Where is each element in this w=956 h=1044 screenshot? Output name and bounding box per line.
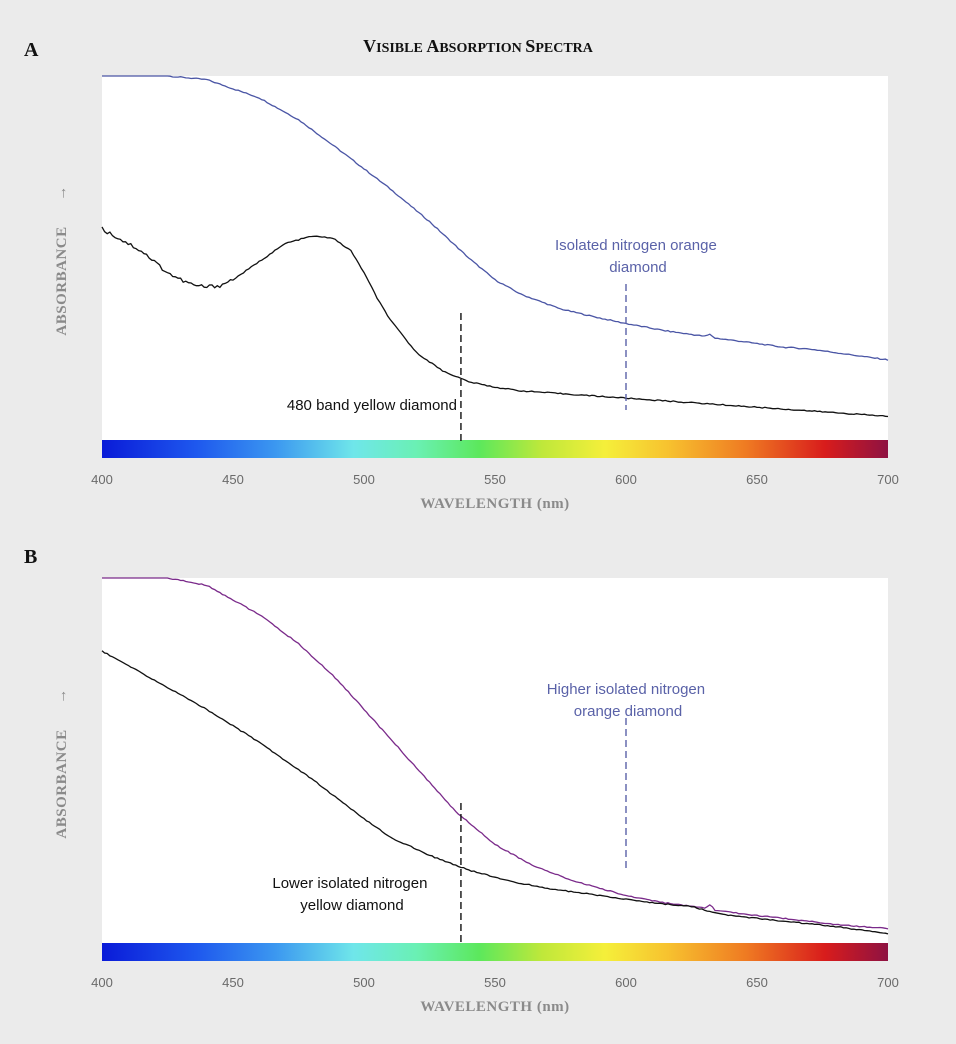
panel-b-x-tick-400: 400 — [91, 975, 113, 990]
panel-b-x-tick-600: 600 — [615, 975, 637, 990]
panel-b-yellow-annotation-line2: yellow diamond — [300, 897, 403, 914]
panel-a-x-tick-700: 700 — [877, 472, 899, 487]
panel-a-x-tick-400: 400 — [91, 472, 113, 487]
panel-a-x-ticks: 400 450 500 550 600 650 700 — [91, 472, 899, 487]
panel-a-x-tick-600: 600 — [615, 472, 637, 487]
panel-a-orange-annotation-line2: diamond — [609, 259, 667, 276]
panel-a-yellow-annotation: 480 band yellow diamond — [287, 397, 457, 414]
panel-a-orange-annotation-line1: Isolated nitrogen orange — [555, 237, 717, 254]
panel-b-orange-annotation: Higher isolated nitrogen orange diamond — [547, 681, 710, 720]
panel-b-spectrum-bar — [102, 943, 888, 961]
panel-a-x-tick-550: 550 — [484, 472, 506, 487]
panel-a-orange-annotation: Isolated nitrogen orange diamond — [555, 237, 721, 276]
title-cap-1: V — [363, 36, 376, 56]
panel-a-y-axis-arrow: → — [54, 185, 70, 201]
title-cap-2: A — [426, 36, 439, 56]
panel-b-x-tick-550: 550 — [484, 975, 506, 990]
panel-a-x-tick-500: 500 — [353, 472, 375, 487]
panel-b-y-axis-arrow: → — [54, 688, 70, 704]
panel-a-y-axis-label-group: ABSORBANCE → — [54, 185, 70, 335]
panel-a: A 400 450 500 550 600 650 700 WAVELENGTH (nm) … — [24, 39, 899, 512]
panel-a-x-tick-650: 650 — [746, 472, 768, 487]
panel-b-x-axis-label: WAVELENGTH (nm) — [420, 999, 569, 1015]
title-rest-1: ISIBLE — [376, 41, 426, 56]
panel-b-y-axis-label: ABSORBANCE — [54, 729, 70, 838]
title-cap-3: S — [525, 36, 535, 56]
panel-a-spectrum-bar — [102, 440, 888, 458]
panel-a-letter: A — [24, 39, 39, 61]
panel-a-yellow-diamond-line — [101, 226, 889, 418]
panel-b-x-ticks: 400 450 500 550 600 650 700 — [91, 975, 899, 990]
panel-a-y-axis-label: ABSORBANCE — [54, 226, 70, 335]
title-rest-3: PECTRA — [535, 41, 593, 56]
title-rest-2: BSORPTION — [439, 41, 525, 56]
panel-b-orange-annotation-line1: Higher isolated nitrogen — [547, 681, 705, 698]
panel-b-x-tick-500: 500 — [353, 975, 375, 990]
panel-b-orange-annotation-line2: orange diamond — [574, 703, 682, 720]
panel-b-plot-area — [102, 578, 888, 943]
figure-title: VISIBLE ABSORPTION SPECTRA — [363, 36, 594, 56]
panel-b-y-axis-label-group: ABSORBANCE → — [54, 688, 70, 838]
panel-b-yellow-annotation: Lower isolated nitrogen yellow diamond — [272, 875, 431, 914]
panel-b-letter: B — [24, 546, 37, 568]
panel-b: B 400 450 500 550 600 650 700 WAVELENGTH (nm) … — [24, 546, 899, 1015]
panel-b-orange-diamond-line — [102, 577, 889, 930]
panel-b-yellow-annotation-line1: Lower isolated nitrogen — [272, 875, 427, 892]
panel-a-plot-area — [102, 76, 888, 440]
panel-b-x-tick-450: 450 — [222, 975, 244, 990]
panel-b-yellow-diamond-line — [101, 650, 889, 935]
panel-a-x-tick-450: 450 — [222, 472, 244, 487]
panel-b-x-tick-650: 650 — [746, 975, 768, 990]
panel-a-orange-diamond-line — [102, 75, 889, 361]
panel-b-x-tick-700: 700 — [877, 975, 899, 990]
panel-a-x-axis-label: WAVELENGTH (nm) — [420, 496, 569, 512]
